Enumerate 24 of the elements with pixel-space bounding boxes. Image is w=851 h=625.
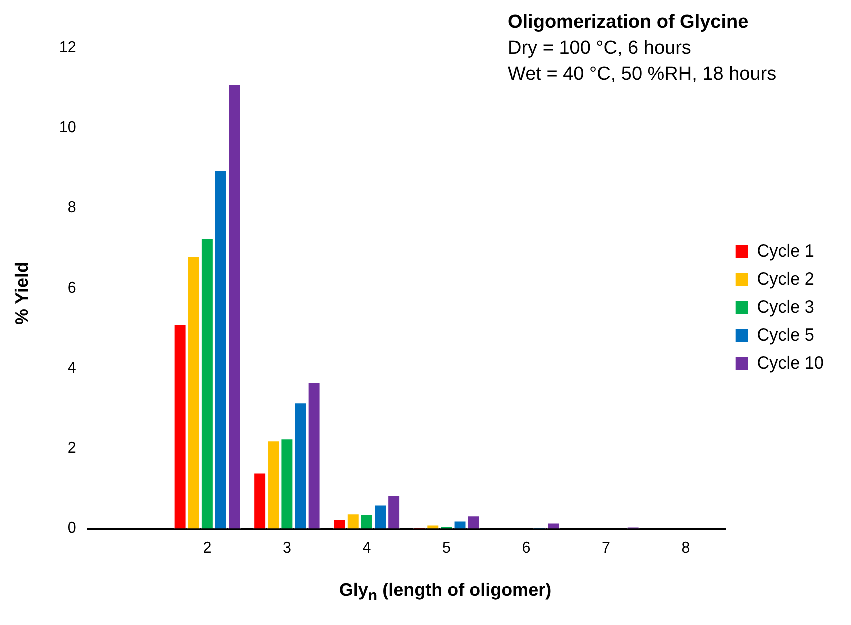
y-tick-label: 0 <box>68 520 77 538</box>
x-tick-label: 8 <box>682 539 690 557</box>
annotation: Wet = 40 °C, 50 %RH, 18 hours <box>508 63 777 87</box>
legend-label: Cycle 10 <box>757 352 824 374</box>
chart-title: Oligomerization of Glycine <box>508 11 750 35</box>
x-axis-title: Gly$_{n}$ (length of oligomer) <box>338 580 553 605</box>
x-tick-label: 7 <box>602 539 610 557</box>
y-tick-label: 2 <box>68 440 76 458</box>
x-tick-label: 4 <box>362 539 372 557</box>
legend-label: Cycle 1 <box>757 240 814 262</box>
x-tick-label: 2 <box>203 539 212 557</box>
x-tick-label: 6 <box>522 539 531 557</box>
y-tick-label: 6 <box>68 279 76 297</box>
legend-label: Cycle 3 <box>757 296 814 318</box>
legend-label: Cycle 5 <box>757 324 815 346</box>
x-tick-label: 3 <box>282 539 292 557</box>
y-axis-title: % Yield <box>12 261 34 325</box>
y-tick-label: 8 <box>68 199 76 217</box>
chart-subtitle: Dry = 100 °C, 6 hours <box>508 37 692 61</box>
x-tick-label: 5 <box>442 539 452 557</box>
y-tick-label: 4 <box>68 360 77 378</box>
y-tick-label: 10 <box>59 119 77 137</box>
legend-label: Cycle 2 <box>757 268 814 290</box>
y-tick-label: 12 <box>59 39 76 57</box>
